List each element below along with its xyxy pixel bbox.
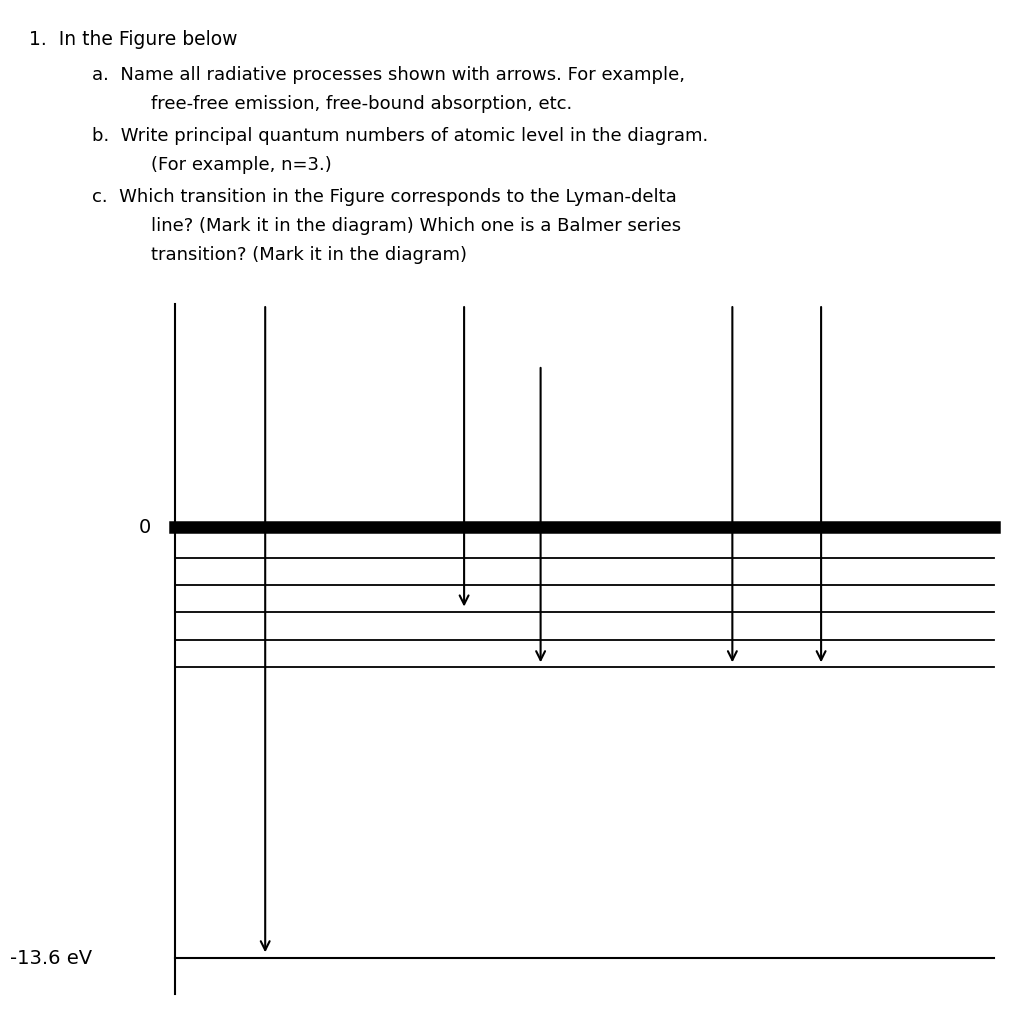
Text: transition? (Mark it in the diagram): transition? (Mark it in the diagram)	[151, 246, 467, 265]
Text: c.  Which transition in the Figure corresponds to the Lyman-delta: c. Which transition in the Figure corres…	[92, 188, 676, 206]
Text: b.  Write principal quantum numbers of atomic level in the diagram.: b. Write principal quantum numbers of at…	[92, 127, 707, 145]
Text: line? (Mark it in the diagram) Which one is a Balmer series: line? (Mark it in the diagram) Which one…	[151, 217, 681, 235]
Text: a.  Name all radiative processes shown with arrows. For example,: a. Name all radiative processes shown wi…	[92, 66, 684, 84]
Text: 1.  In the Figure below: 1. In the Figure below	[29, 30, 236, 50]
Text: free-free emission, free-bound absorption, etc.: free-free emission, free-bound absorptio…	[151, 95, 572, 114]
Text: (For example, n=3.): (For example, n=3.)	[151, 156, 331, 174]
Text: 0: 0	[139, 518, 151, 536]
Text: -13.6 eV: -13.6 eV	[10, 949, 93, 967]
